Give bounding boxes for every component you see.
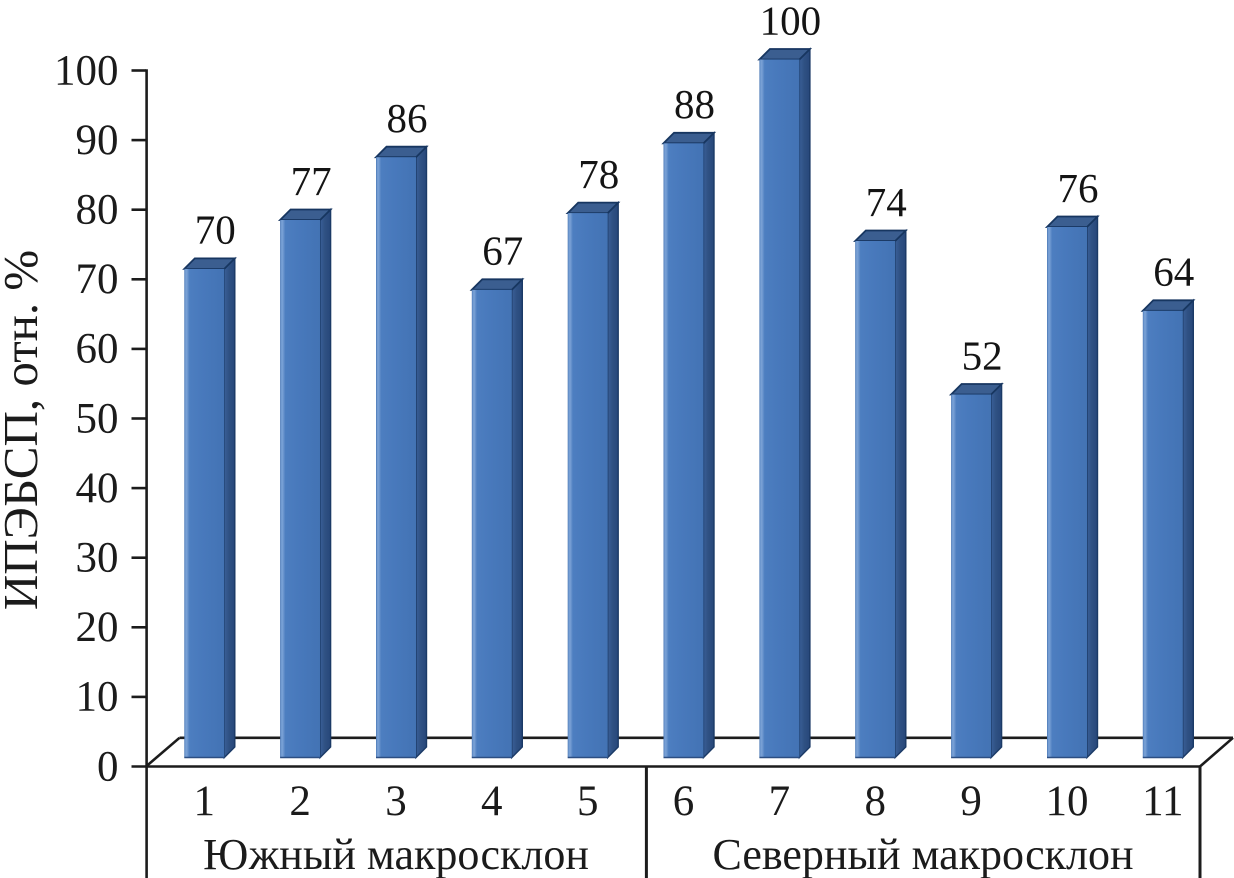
svg-text:100: 100 <box>54 47 119 94</box>
svg-text:78: 78 <box>578 151 619 197</box>
svg-text:64: 64 <box>1153 249 1194 295</box>
svg-text:Южный макросклон: Южный макросклон <box>203 830 589 878</box>
svg-text:50: 50 <box>76 395 119 442</box>
svg-text:8: 8 <box>864 778 886 825</box>
svg-text:70: 70 <box>76 256 119 303</box>
svg-text:6: 6 <box>673 778 695 825</box>
svg-text:60: 60 <box>76 326 119 373</box>
svg-text:10: 10 <box>76 674 119 721</box>
svg-text:67: 67 <box>482 228 523 274</box>
svg-text:ИПЭБСП, отн. %: ИПЭБСП, отн. % <box>0 250 48 610</box>
svg-text:3: 3 <box>385 778 407 825</box>
svg-text:76: 76 <box>1058 165 1099 211</box>
svg-text:86: 86 <box>387 95 428 141</box>
svg-text:74: 74 <box>866 179 907 225</box>
svg-text:Северный макросклон: Северный макросклон <box>712 830 1133 878</box>
svg-text:5: 5 <box>577 778 599 825</box>
svg-text:9: 9 <box>960 778 982 825</box>
svg-text:88: 88 <box>674 81 715 127</box>
svg-text:90: 90 <box>76 117 119 164</box>
svg-text:20: 20 <box>76 604 119 651</box>
svg-text:1: 1 <box>194 778 216 825</box>
svg-text:40: 40 <box>76 465 119 512</box>
svg-text:10: 10 <box>1046 778 1089 825</box>
svg-text:80: 80 <box>76 187 119 234</box>
svg-text:100: 100 <box>760 0 822 43</box>
svg-text:30: 30 <box>76 535 119 582</box>
svg-text:7: 7 <box>769 778 791 825</box>
svg-text:11: 11 <box>1142 778 1183 825</box>
svg-text:70: 70 <box>195 207 236 253</box>
svg-text:2: 2 <box>289 778 311 825</box>
svg-text:77: 77 <box>291 158 332 204</box>
svg-text:0: 0 <box>97 743 119 790</box>
svg-text:4: 4 <box>481 778 503 825</box>
svg-text:52: 52 <box>962 332 1003 378</box>
